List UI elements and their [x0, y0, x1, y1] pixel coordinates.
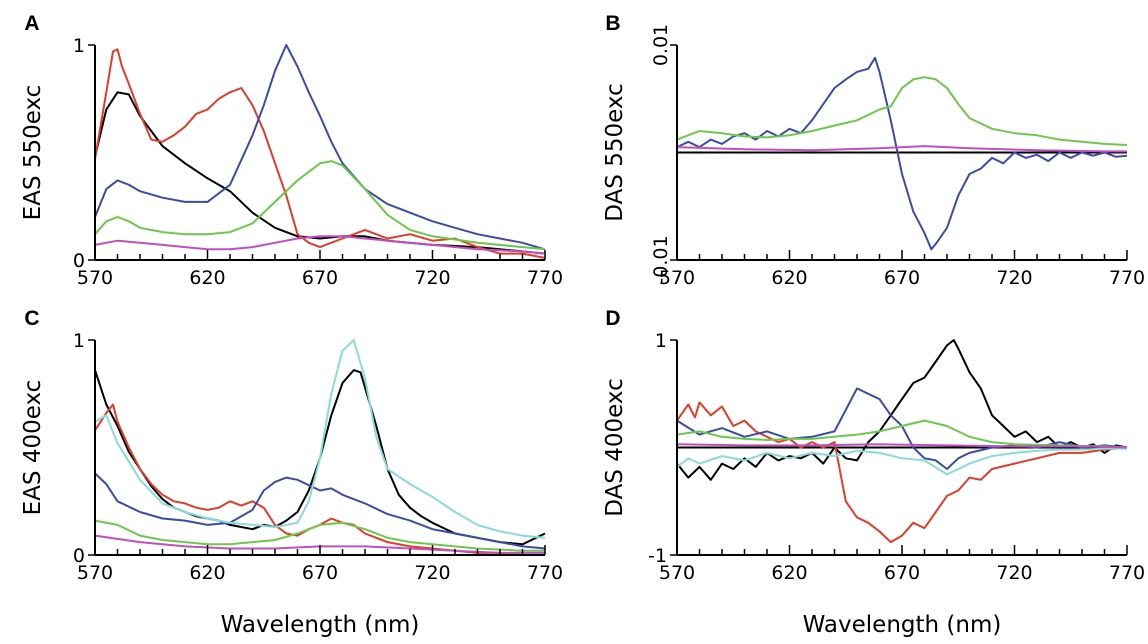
- y-tick-label: -0.01: [650, 235, 672, 284]
- series-line-magenta: [676, 443, 1128, 449]
- series-line-green: [94, 519, 545, 552]
- x-tick-label: 670: [884, 562, 920, 584]
- series-line-green: [676, 76, 1128, 146]
- x-tick-label: 570: [77, 562, 113, 584]
- panel-d: D DAS 400exc 570 620 670 720 770 1 -1: [602, 307, 1145, 584]
- y-axis-label: EAS 550exc: [20, 85, 46, 221]
- y-tick-label: 1: [73, 35, 85, 57]
- y-axis-label: DAS 400exc: [602, 378, 628, 516]
- x-tick-label: 620: [771, 562, 807, 584]
- y-axis-label: DAS 550exc: [602, 83, 628, 221]
- series-line-blue: [94, 472, 546, 550]
- panel-label: C: [24, 307, 39, 330]
- x-tick-label: 770: [1109, 267, 1145, 289]
- series-line-red: [94, 403, 545, 556]
- series-line-cyan: [94, 339, 546, 539]
- x-tick-label: 770: [527, 562, 563, 584]
- series-line-red: [676, 401, 1128, 544]
- series-line-cyan: [676, 447, 1127, 476]
- y-tick-label: 0: [73, 250, 85, 272]
- x-tick-label: 670: [884, 267, 920, 289]
- series-line-black: [676, 339, 1128, 481]
- y-tick-label: 0.01: [650, 24, 672, 66]
- x-tick-label: 720: [996, 562, 1032, 584]
- y-tick-label: 0: [73, 545, 85, 567]
- series-line-magenta: [676, 145, 1127, 153]
- x-tick-label: 770: [1109, 562, 1145, 584]
- x-axis-label: Wavelength (nm): [803, 612, 1002, 638]
- x-tick-label: 570: [77, 267, 113, 289]
- panel-c: C EAS 400exc 570 620 670 720 770 1 0: [20, 307, 563, 584]
- x-tick-label: 670: [302, 267, 338, 289]
- x-tick-label: 570: [659, 562, 695, 584]
- series-line-red: [94, 48, 546, 259]
- panel-label: A: [24, 12, 39, 35]
- x-tick-label: 720: [996, 267, 1032, 289]
- x-tick-label: 770: [527, 267, 563, 289]
- x-tick-label: 720: [414, 562, 450, 584]
- x-tick-label: 670: [302, 562, 338, 584]
- x-axis-label: Wavelength (nm): [221, 612, 420, 638]
- y-tick-label: -1: [648, 545, 667, 567]
- x-tick-label: 620: [189, 562, 225, 584]
- series-line-blue: [94, 44, 546, 251]
- panel-label: B: [605, 12, 620, 35]
- x-tick-label: 720: [414, 267, 450, 289]
- x-tick-label: 570: [659, 267, 695, 289]
- x-tick-label: 620: [189, 267, 225, 289]
- series-line-green: [94, 160, 546, 251]
- y-axis-label: EAS 400exc: [20, 380, 46, 516]
- series-line-blue: [676, 56, 1128, 251]
- x-tick-label: 620: [771, 267, 807, 289]
- panel-b: B DAS 550exc 570 620 670 720 770 0.01 -0.01: [602, 12, 1145, 289]
- panel-a: A EAS 550exc 570 620 670 720 770 1 0: [20, 12, 563, 289]
- series-line-magenta: [94, 235, 546, 255]
- series-line-black: [94, 369, 546, 546]
- panel-label: D: [605, 307, 620, 330]
- series-line-green: [676, 419, 1128, 449]
- y-tick-label: 1: [73, 330, 85, 352]
- y-tick-label: 1: [655, 330, 667, 352]
